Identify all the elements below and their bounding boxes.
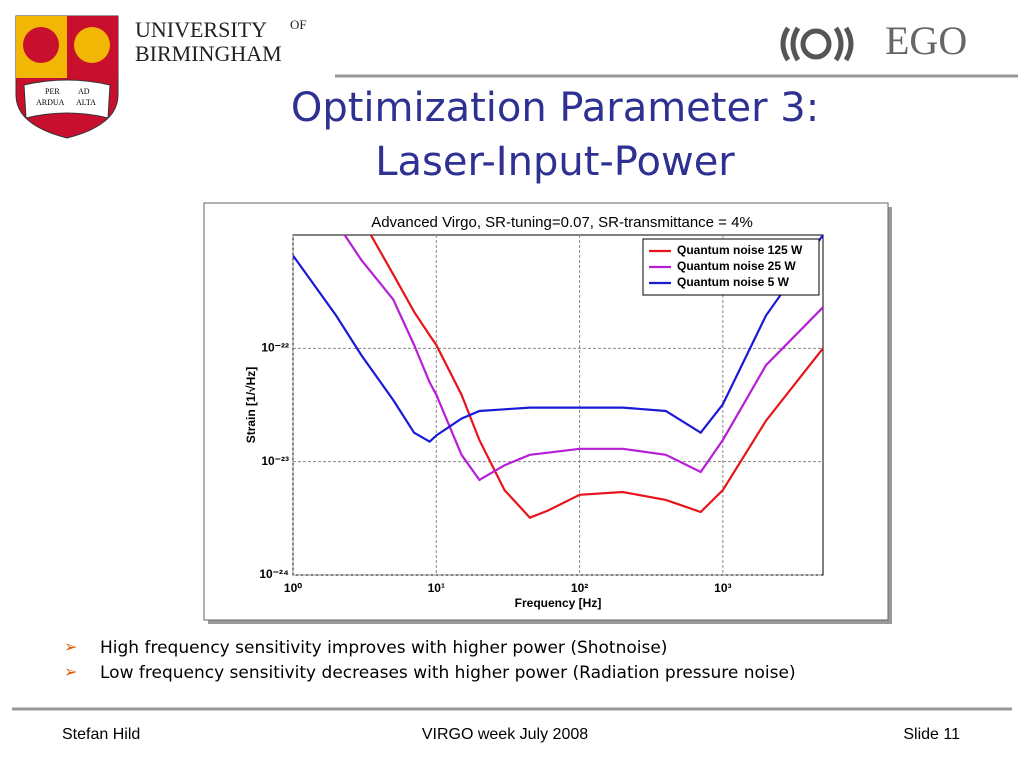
x-tick-label: 10⁰ — [284, 581, 302, 595]
legend-label: Quantum noise 25 W — [677, 259, 796, 273]
x-tick-label: 10² — [571, 581, 588, 595]
bullet: High frequency sensitivity improves with… — [100, 638, 667, 658]
y-tick-label: 10⁻²³ — [261, 454, 289, 468]
footer-left: Stefan Hild — [62, 726, 140, 743]
footer-right: Slide 11 — [903, 726, 960, 743]
plot: 10⁰ 10¹ 10² 10³ 10⁻²⁴ 10⁻²³ 10⁻²² Quantum noise… — [259, 235, 823, 595]
logo-text: OF — [290, 17, 307, 32]
legend-label: Quantum noise 5 W — [677, 275, 790, 289]
slide-title: Laser-Input-Power — [375, 139, 735, 185]
legend-box — [642, 238, 820, 296]
motto: ALTA — [76, 98, 96, 107]
ego-symbol — [780, 26, 854, 62]
ego-text: EGO — [885, 18, 967, 63]
legend-label: Quantum noise 125 W — [677, 243, 803, 257]
footer-center: VIRGO week July 2008 — [422, 726, 588, 743]
logo-text: UNIVERSITY — [135, 17, 267, 42]
x-tick-label: 10¹ — [428, 581, 445, 595]
series-line — [343, 235, 823, 482]
slide-title: Optimization Parameter 3: — [291, 85, 819, 131]
bullet-marker: ➢ — [64, 664, 77, 681]
motto: AD — [78, 87, 90, 96]
crest: PER AD ARDUA ALTA — [15, 15, 119, 139]
motto: ARDUA — [36, 98, 65, 107]
chart-title: Advanced Virgo, SR-tuning=0.07, SR-trans… — [371, 214, 753, 231]
series-line — [293, 235, 823, 444]
bullet-marker: ➢ — [64, 639, 77, 656]
y-axis-label: Strain [1/√Hz] — [244, 367, 258, 444]
x-tick-label: 10³ — [714, 581, 731, 595]
y-tick-label: 10⁻²⁴ — [259, 567, 289, 581]
bullet: Low frequency sensitivity decreases with… — [100, 663, 796, 683]
series-line — [369, 235, 823, 520]
x-axis-label: Frequency [Hz] — [515, 596, 602, 610]
motto: PER — [45, 87, 60, 96]
logo-text: BIRMINGHAM — [135, 41, 282, 66]
y-tick-label: 10⁻²² — [261, 341, 289, 355]
